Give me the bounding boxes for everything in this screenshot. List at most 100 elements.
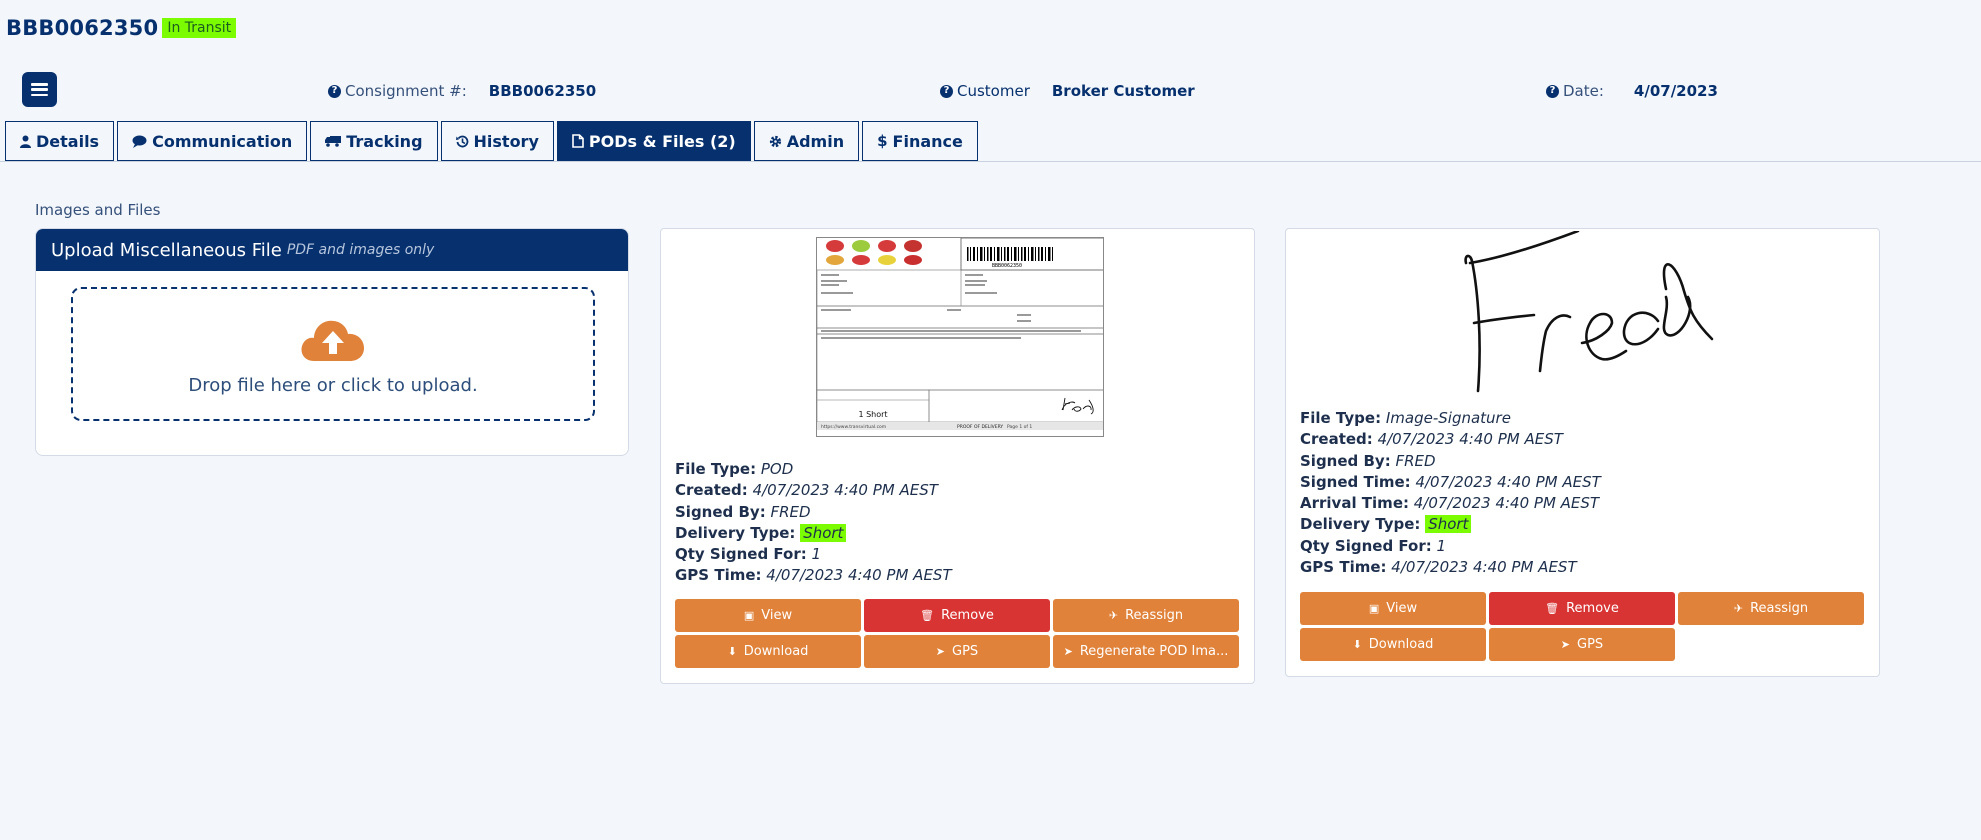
tab-communication[interactable]: Communication (117, 121, 308, 161)
gps-time-value: 4/07/2023 4:40 PM AEST (1391, 558, 1577, 577)
reassign-button[interactable]: ✈ Reassign (1678, 592, 1864, 625)
consignment-value: BBB0062350 (488, 82, 597, 100)
question-icon: ? (940, 84, 953, 98)
button-label: Download (743, 644, 809, 659)
meta-label: Arrival Time: (1300, 494, 1409, 513)
button-label: Remove (1566, 601, 1619, 616)
trash-icon: 🗑 (920, 609, 935, 622)
remove-button[interactable]: 🗑 Remove (864, 599, 1050, 632)
file-type-value: Image-Signature (1385, 409, 1511, 427)
meta-label: File Type: (675, 460, 757, 478)
button-label: View (1386, 601, 1418, 616)
image-icon: ▣ (743, 609, 755, 622)
file-actions: ▣ View 🗑 Remove ✈ Reassign ⬇ Download ➤ GPS (1300, 592, 1864, 661)
dollar-icon: $ (877, 132, 888, 150)
view-button[interactable]: ▣ View (1300, 592, 1486, 625)
button-label: GPS (952, 644, 979, 659)
signature-thumbnail[interactable] (1426, 229, 1746, 405)
cloud-upload-icon (301, 320, 364, 361)
user-icon (20, 135, 31, 148)
barcode-text: BBB0062350 (992, 263, 1022, 269)
barcode (967, 247, 1053, 261)
button-label: Reassign (1750, 601, 1809, 616)
button-label: Remove (941, 608, 994, 623)
tab-label: Communication (152, 131, 293, 151)
file-meta: File Type: POD Created: 4/07/2023 4:40 P… (675, 459, 952, 587)
pod-footer-left: https://www.transvirtual.com (821, 424, 886, 430)
customer-info: ? Customer Broker Customer (940, 82, 1195, 100)
history-icon (455, 135, 468, 147)
file-actions: ▣ View 🗑 Remove ✈ Reassign ⬇ Download ➤ GPS ➤… (675, 599, 1239, 668)
pod-document-image: BBB0062350 1 Short https (817, 238, 1103, 430)
tab-finance[interactable]: $ Finance (862, 121, 978, 161)
location-arrow-icon: ➤ (935, 645, 946, 658)
gps-button[interactable]: ➤ GPS (1489, 628, 1675, 661)
gps-button[interactable]: ➤ GPS (864, 635, 1050, 668)
regenerate-pod-button[interactable]: ➤ Regenerate POD Ima... (1053, 635, 1239, 668)
tab-bar: Details Communication Tracking History P… (5, 121, 981, 161)
view-button[interactable]: ▣ View (675, 599, 861, 632)
date-label: Date: (1563, 82, 1604, 100)
button-label: Reassign (1125, 608, 1184, 623)
comment-icon (132, 135, 147, 148)
hamburger-icon (31, 83, 48, 96)
signature-image (1464, 229, 1714, 393)
download-icon: ⬇ (727, 645, 737, 658)
tab-tracking[interactable]: Tracking (310, 121, 438, 161)
tab-admin[interactable]: Admin (753, 121, 860, 161)
meta-label: Signed By: (675, 502, 766, 521)
tab-history[interactable]: History (440, 121, 554, 161)
mini-signature (1061, 397, 1094, 415)
signed-by-value: FRED (770, 502, 811, 521)
delivery-type-badge: Short (800, 523, 847, 542)
pod-short-text: 1 Short (858, 410, 887, 419)
meta-label: Delivery Type: (675, 523, 796, 542)
arrival-time-value: 4/07/2023 4:40 PM AEST (1413, 494, 1600, 513)
date-value: 4/07/2023 (1633, 82, 1718, 100)
file-meta: File Type: Image-Signature Created: 4/07… (1300, 408, 1601, 578)
consignment-title: BBB0062350 (6, 16, 159, 40)
tab-details[interactable]: Details (5, 121, 115, 161)
reassign-button[interactable]: ✈ Reassign (1053, 599, 1239, 632)
trash-icon: 🗑 (1545, 602, 1560, 615)
image-icon: ▣ (1368, 602, 1380, 615)
tab-label: PODs & Files (2) (588, 131, 736, 151)
file-icon (572, 134, 584, 148)
file-type-value: POD (760, 460, 794, 478)
meta-label: Signed Time: (1300, 472, 1411, 491)
section-title: Images and Files (35, 201, 161, 219)
signed-time-value: 4/07/2023 4:40 PM AEST (1415, 472, 1601, 491)
customer-value: Broker Customer (1051, 82, 1195, 100)
created-value: 4/07/2023 4:40 PM AEST (1377, 430, 1563, 449)
download-icon: ⬇ (1352, 638, 1362, 651)
location-arrow-icon: ➤ (1560, 638, 1571, 651)
gear-icon (769, 135, 781, 147)
consignment-info: ? Consignment #: BBB0062350 (328, 82, 596, 100)
truck-icon (325, 136, 342, 147)
meta-label: File Type: (1300, 409, 1382, 427)
download-button[interactable]: ⬇ Download (675, 635, 861, 668)
consignment-header: BBB0062350 In Transit (6, 16, 237, 40)
meta-label: GPS Time: (675, 566, 762, 585)
consignment-label: Consignment #: (345, 82, 467, 100)
tab-label: Details (36, 131, 100, 151)
tab-label: Admin (786, 131, 845, 151)
meta-label: Qty Signed For: (675, 545, 807, 564)
customer-label: Customer (957, 82, 1030, 100)
upload-panel: Upload Miscellaneous File PDF and images… (35, 228, 629, 456)
location-arrow-icon: ➤ (1063, 645, 1073, 658)
status-badge: In Transit (162, 18, 237, 38)
remove-button[interactable]: 🗑 Remove (1489, 592, 1675, 625)
meta-label: Delivery Type: (1300, 515, 1421, 534)
download-button[interactable]: ⬇ Download (1300, 628, 1486, 661)
meta-label: Created: (1300, 430, 1373, 449)
file-card-signature: File Type: Image-Signature Created: 4/07… (1285, 228, 1880, 677)
tab-pods-files[interactable]: PODs & Files (2) (556, 121, 751, 161)
signed-by-value: FRED (1395, 451, 1436, 470)
file-dropzone[interactable]: Drop file here or click to upload. (71, 287, 595, 421)
meta-label: Created: (675, 481, 748, 500)
upload-header: Upload Miscellaneous File PDF and images… (36, 229, 628, 271)
menu-button[interactable] (22, 72, 57, 107)
pod-thumbnail[interactable]: BBB0062350 1 Short https (816, 237, 1104, 437)
date-info: ? Date: 4/07/2023 (1546, 82, 1718, 100)
